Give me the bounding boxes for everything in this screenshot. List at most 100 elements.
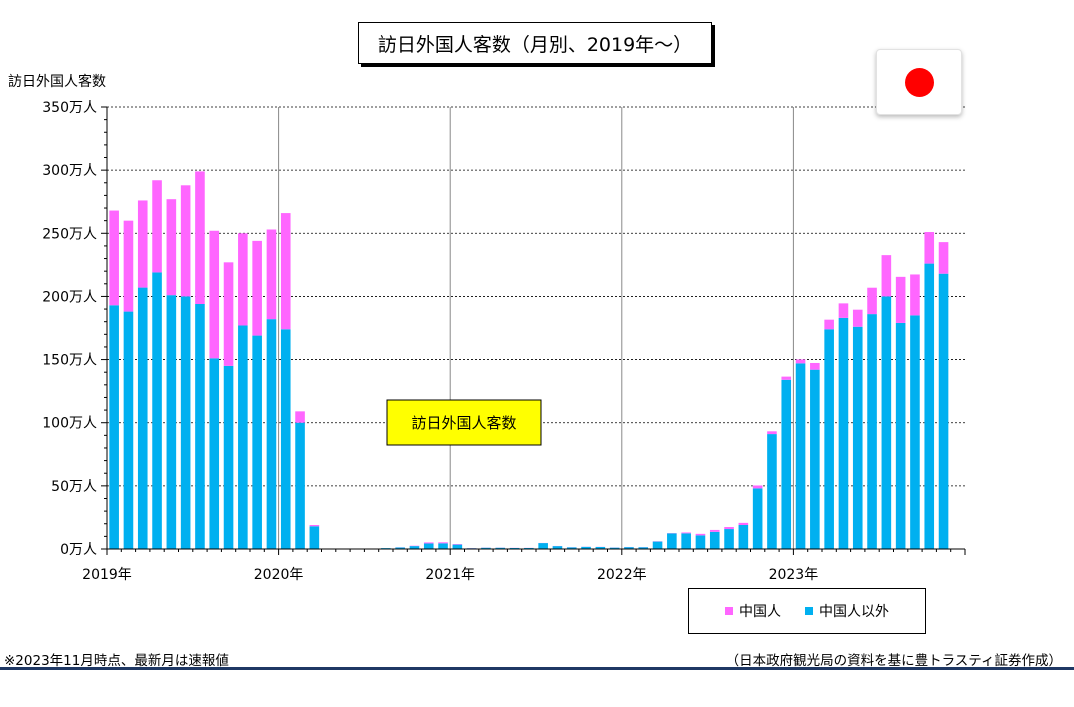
bar-non-china: [409, 546, 420, 549]
bar-non-china: [295, 422, 305, 549]
y-tick-label: 150万人: [42, 353, 97, 369]
bar-non-china: [752, 488, 763, 549]
bar-china: [266, 229, 277, 320]
bar-china: [724, 527, 734, 530]
bar-china: [209, 230, 220, 359]
bar-non-china: [266, 319, 277, 549]
bar-non-china: [867, 314, 877, 549]
bar-china: [895, 276, 906, 323]
grid: [107, 106, 965, 549]
bar-china: [180, 185, 191, 297]
bar-non-china: [152, 272, 162, 549]
y-tick-label: 300万人: [42, 163, 97, 179]
bar-non-china: [767, 434, 777, 549]
bar-china: [881, 255, 892, 297]
bar-non-china: [595, 546, 606, 549]
bar-non-china: [709, 531, 720, 549]
bar-non-china: [309, 526, 320, 549]
bar-non-china: [910, 315, 920, 549]
bar-china: [752, 485, 763, 489]
y-tick-labels: 0万人 50万人 100万人 150万人 200万人 250万人 300万人 350万人: [42, 100, 97, 558]
bar-china: [824, 319, 834, 330]
bar-non-china: [538, 543, 548, 549]
japan-flag-icon: [905, 68, 934, 97]
y-tick-label: 200万人: [42, 289, 97, 305]
bar-non-china: [509, 547, 520, 549]
bar-non-china: [209, 358, 220, 549]
bar-china: [767, 431, 777, 435]
bar-china: [681, 532, 691, 534]
bar-china: [423, 542, 434, 544]
bar-non-china: [423, 543, 434, 549]
bar-china: [295, 411, 305, 423]
bar-non-china: [638, 547, 649, 549]
bar-non-china: [180, 296, 191, 549]
y-tick-label: 50万人: [51, 479, 97, 495]
bar-non-china: [123, 311, 134, 549]
bar-china: [438, 542, 448, 544]
bar-china: [910, 274, 920, 316]
legend-item-non-china: 中国人以外: [805, 601, 889, 621]
bar-china: [867, 287, 877, 315]
bottom-rule: [0, 667, 1074, 670]
bar-china: [810, 362, 820, 370]
bar-non-china: [781, 379, 792, 549]
footnote-left: ※2023年11月時点、最新月は速報値: [4, 653, 229, 669]
bar-china: [137, 200, 148, 288]
y-tick-label: 100万人: [42, 416, 97, 432]
bar-china: [166, 199, 177, 296]
bar-non-china: [581, 546, 591, 549]
axes: [101, 106, 966, 555]
bar-non-china: [524, 547, 534, 549]
bar-non-china: [924, 263, 935, 549]
bar-non-china: [252, 335, 262, 549]
annotation-text: 訪日外国人客数: [411, 414, 516, 432]
japan-flag-card: [876, 49, 962, 115]
x-tick-label: 2022年: [597, 567, 647, 583]
bar-china: [123, 220, 134, 312]
legend-item-china: 中国人: [725, 601, 781, 621]
legend-swatch-non-china: [805, 607, 813, 615]
bar-non-china: [238, 325, 248, 549]
bar-non-china: [566, 547, 577, 549]
bar-non-china: [881, 296, 892, 549]
y-tick-label: 0万人: [60, 542, 97, 558]
bar-non-china: [938, 273, 949, 549]
bar-non-china: [724, 529, 734, 549]
bar-non-china: [280, 329, 291, 549]
footnote-right: （日本政府観光局の資料を基に豊トラスティ証券作成）: [725, 653, 1062, 669]
bar-non-china: [609, 547, 620, 549]
bar-non-china: [166, 295, 177, 549]
bar-china: [452, 544, 463, 545]
y-axis-label: 訪日外国人客数: [8, 74, 106, 90]
bar-non-china: [695, 535, 706, 549]
bar-non-china: [223, 365, 234, 549]
x-tick-labels: 2019年 2020年 2021年 2022年 2023年: [82, 567, 818, 583]
bar-non-china: [852, 326, 863, 549]
chart-title-text: 訪日外国人客数（月別、2019年～）: [377, 33, 693, 56]
legend-swatch-china: [725, 607, 733, 615]
bar-non-china: [624, 547, 634, 549]
y-tick-label: 350万人: [42, 100, 97, 116]
bar-china: [109, 210, 119, 306]
bar-china: [252, 240, 262, 336]
bar-non-china: [552, 546, 563, 549]
bars: [109, 171, 949, 549]
annotation-box: 訪日外国人客数: [386, 399, 542, 446]
bar-china: [924, 232, 935, 264]
x-tick-label: 2023年: [769, 567, 819, 583]
bar-china: [152, 180, 162, 273]
bar-non-china: [395, 547, 405, 549]
bar-non-china: [652, 541, 663, 549]
bar-non-china: [895, 322, 906, 549]
bar-china: [852, 309, 863, 327]
legend-label-china: 中国人: [739, 604, 781, 620]
bar-china: [795, 359, 806, 364]
bar-non-china: [195, 304, 205, 549]
bar-non-china: [824, 329, 834, 549]
bar-china: [781, 376, 792, 380]
legend: 中国人 中国人以外: [688, 588, 926, 634]
bar-china: [938, 242, 949, 274]
legend-label-non-china: 中国人以外: [819, 604, 889, 620]
bar-non-china: [681, 533, 691, 549]
